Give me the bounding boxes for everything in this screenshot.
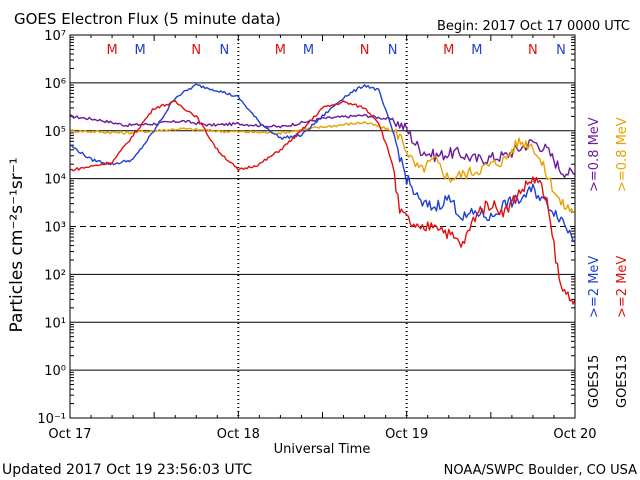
x-tick-label: Oct 17: [48, 427, 91, 442]
x-tick-label: Oct 19: [385, 427, 428, 442]
x-tick-labels: Oct 17 Oct 18 Oct 19 Oct 20: [48, 427, 596, 442]
y-tick-label: 10²: [44, 268, 66, 283]
series-line-red: [69, 99, 576, 305]
y-tick-label: 10³: [44, 221, 66, 236]
y-tick-label: 10⁷: [44, 29, 66, 44]
chart-grid: [70, 82, 575, 371]
begin-date-label: Begin: 2017 Oct 17 0000 UTC: [437, 19, 630, 34]
flux-series: [69, 83, 576, 305]
y-tick-label: 10¹: [44, 316, 66, 331]
noon-marker: N: [191, 43, 201, 58]
chart-title: GOES Electron Flux (5 minute data): [14, 10, 281, 28]
noon-marker: N: [388, 43, 398, 58]
y-tick-label: 10⁴: [44, 173, 66, 188]
legend-entry: >=2 MeV: [587, 256, 602, 318]
series-line-purple: [69, 113, 576, 179]
midnight-marker: M: [471, 43, 482, 58]
legend: GOES15 >=2 MeV >=0.8 MeV GOES13 >=2 MeV >=0.8…: [587, 117, 630, 408]
noon-marker: N: [556, 43, 566, 58]
y-tick-label: 10⁵: [44, 125, 66, 140]
plot-frame: [69, 34, 576, 419]
updated-timestamp: Updated 2017 Oct 19 23:56:03 UTC: [2, 462, 252, 478]
x-tick-label: Oct 20: [553, 427, 596, 442]
midnight-marker: M: [135, 43, 146, 58]
legend-group-label: GOES13: [615, 355, 630, 408]
midnight-marker: M: [303, 43, 314, 58]
series-line-orange: [69, 121, 576, 214]
legend-entry: >=2 MeV: [615, 256, 630, 318]
series-line-blue: [69, 83, 576, 243]
x-tick-label: Oct 18: [217, 427, 260, 442]
legend-entry: >=0.8 MeV: [587, 117, 602, 192]
y-axis-title: Particles cm⁻²s⁻¹sr⁻¹: [7, 157, 27, 332]
y-tick-label: 10⁶: [44, 77, 66, 92]
legend-entry: >=0.8 MeV: [615, 117, 630, 192]
midnight-marker: M: [443, 43, 454, 58]
y-tick-labels: 10⁷ 10⁶ 10⁵ 10⁴ 10³ 10² 10¹ 10⁰ 10⁻¹: [37, 29, 66, 427]
midnight-marker: M: [106, 43, 117, 58]
y-tick-label: 10⁻¹: [37, 412, 66, 427]
midnight-marker: M: [275, 43, 286, 58]
y-tick-label: 10⁰: [44, 364, 66, 379]
noon-marker: N: [219, 43, 229, 58]
noon-marker: N: [360, 43, 370, 58]
noon-marker: N: [528, 43, 538, 58]
x-axis-title: Universal Time: [274, 442, 371, 457]
data-source: NOAA/SWPC Boulder, CO USA: [444, 463, 637, 478]
axis-ticks: [69, 35, 576, 418]
legend-group-label: GOES15: [587, 355, 602, 408]
